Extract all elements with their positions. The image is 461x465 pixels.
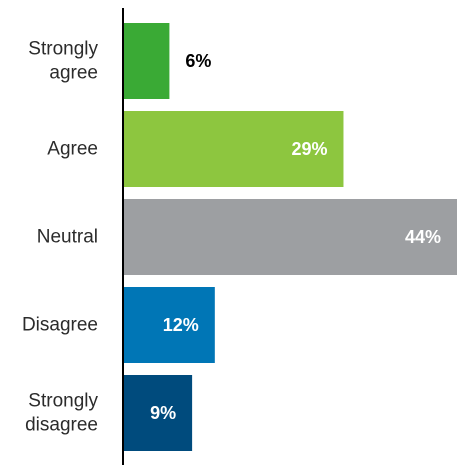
bar-1: [124, 111, 344, 187]
bar-0: [124, 23, 170, 99]
labels-layer: 6% Strongly agree 29% Agree 44% Neutral 12% Disa…: [22, 39, 441, 436]
value-label-4: 9%: [150, 403, 176, 423]
value-label-0: 6%: [185, 51, 211, 71]
bar-2: [124, 199, 457, 275]
category-label-4-line-0: Strongly: [28, 391, 98, 412]
category-label-3-line-0: Disagree: [22, 315, 98, 336]
category-label-0: Strongly agree: [28, 39, 98, 84]
category-label-4: Strongly disagree: [25, 391, 98, 436]
category-label-4-line-1: disagree: [25, 415, 98, 436]
category-label-2-line-0: Neutral: [37, 227, 98, 248]
value-label-1: 29%: [291, 139, 327, 159]
category-label-2: Neutral: [37, 227, 98, 248]
category-label-1: Agree: [47, 139, 98, 160]
bar-4: [124, 375, 193, 451]
category-label-1-line-0: Agree: [47, 139, 98, 160]
value-label-3: 12%: [163, 315, 199, 335]
category-label-3: Disagree: [22, 315, 98, 336]
value-label-2: 44%: [405, 227, 441, 247]
bars-layer: [124, 23, 457, 451]
category-label-0-line-0: Strongly: [28, 39, 98, 60]
category-label-0-line-1: agree: [49, 63, 98, 84]
bar-3: [124, 287, 215, 363]
